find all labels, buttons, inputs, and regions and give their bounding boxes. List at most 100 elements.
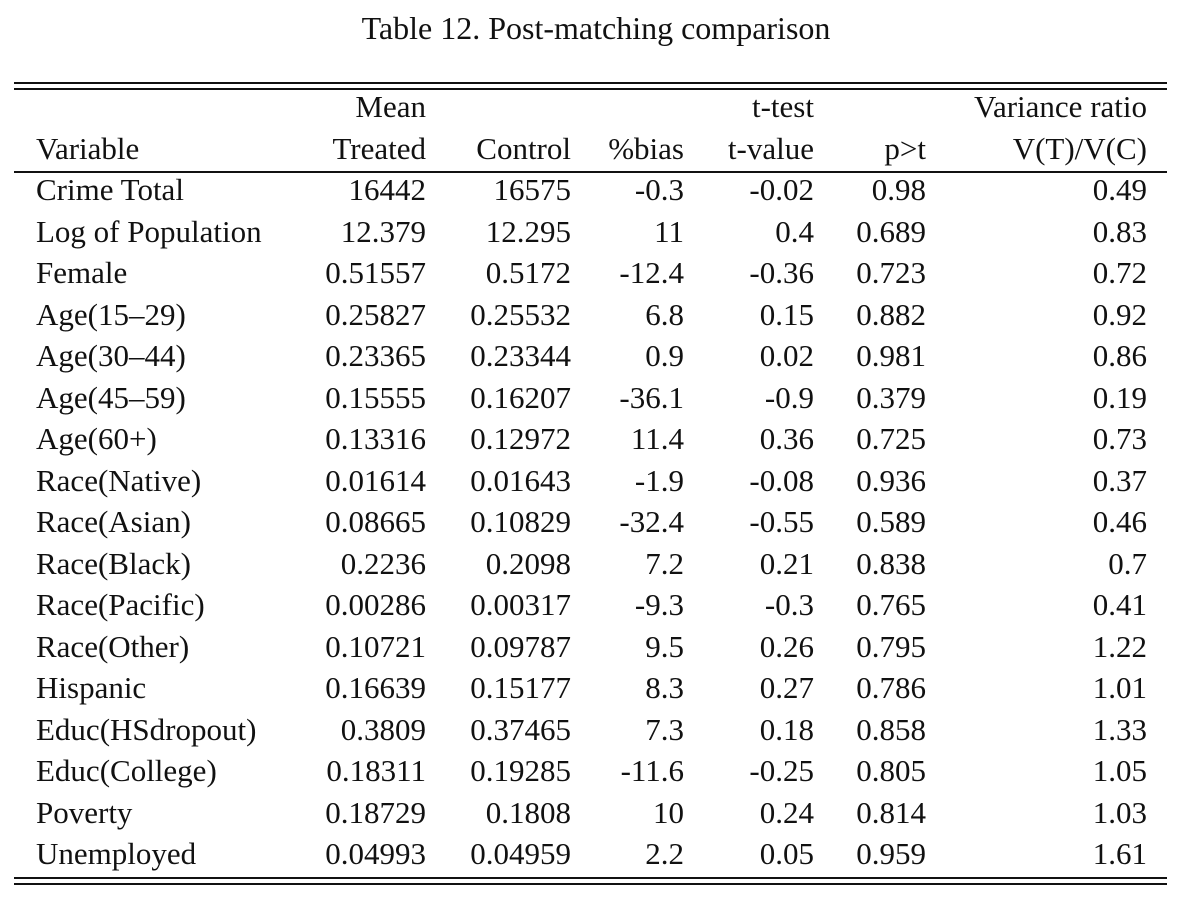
header-variable: Variable	[36, 130, 140, 166]
cell-treated: 0.16639	[325, 670, 426, 705]
cell-treated: 0.18311	[326, 753, 426, 788]
table-row: Educ(HSdropout) 0.3809 0.37465 7.3 0.18 0.858…	[14, 709, 1167, 751]
table-row: Age(60+) 0.13316 0.12972 11.4 0.36 0.725 0.73	[14, 418, 1167, 460]
cell-t-value: 0.21	[759, 545, 814, 581]
cell-treated: 0.10721	[325, 628, 426, 664]
cell-p-value: 0.589	[856, 504, 926, 539]
header-bias: %bias	[608, 130, 684, 166]
comparison-table: Mean t-test Variance ratio Variable Trea…	[14, 86, 1167, 875]
cell-control: 0.16207	[470, 379, 571, 415]
cell-control: 0.01643	[470, 462, 571, 498]
cell-t-value: 0.05	[759, 836, 814, 871]
cell-variance-ratio: 0.46	[1092, 504, 1147, 539]
cell-bias: 0.9	[645, 338, 684, 373]
cell-variance-ratio: 1.05	[1092, 753, 1147, 788]
cell-p-value: 0.858	[856, 711, 926, 747]
cell-bias: 8.3	[645, 670, 684, 705]
cell-treated: 0.01614	[325, 462, 426, 498]
table-row: Age(30–44) 0.23365 0.23344 0.9 0.02 0.981 0.86	[14, 335, 1167, 377]
cell-p-value: 0.379	[856, 379, 926, 415]
cell-treated: 0.13316	[325, 421, 426, 456]
cell-bias: 6.8	[645, 296, 684, 332]
table-row: Educ(College) 0.18311 0.19285 -11.6 -0.25 0.8…	[14, 750, 1167, 792]
cell-bias: -32.4	[619, 504, 684, 539]
cell-p-value: 0.814	[856, 794, 926, 830]
cell-variance-ratio: 1.22	[1092, 628, 1147, 664]
bottom-rule-inner	[14, 877, 1167, 879]
table-row: Crime Total 16442 16575 -0.3 -0.02 0.98 0.49	[14, 169, 1167, 211]
cell-control: 0.04959	[470, 836, 571, 871]
cell-treated: 0.18729	[325, 794, 426, 830]
cell-t-value: 0.15	[759, 296, 814, 332]
header-blank	[14, 86, 314, 128]
cell-variable: Age(30–44)	[36, 338, 186, 373]
cell-variable: Educ(HSdropout)	[36, 711, 257, 747]
cell-treated: 16442	[348, 172, 427, 207]
cell-variable: Race(Native)	[36, 462, 202, 498]
cell-treated: 0.51557	[325, 255, 426, 290]
table-row: Race(Black) 0.2236 0.2098 7.2 0.21 0.838 0.7	[14, 543, 1167, 585]
header-group-mean: Mean	[355, 89, 426, 124]
cell-control: 0.00317	[470, 587, 571, 622]
cell-variable: Female	[36, 255, 128, 290]
cell-control: 0.09787	[470, 628, 571, 664]
cell-t-value: -0.55	[749, 504, 814, 539]
table-row: Race(Native) 0.01614 0.01643 -1.9 -0.08 0.936…	[14, 460, 1167, 502]
header-blank	[426, 86, 571, 128]
header-group-row: Mean t-test Variance ratio	[14, 86, 1167, 128]
cell-bias: -1.9	[634, 462, 684, 498]
table-row: Hispanic 0.16639 0.15177 8.3 0.27 0.786 1.01	[14, 667, 1167, 709]
cell-treated: 0.04993	[325, 836, 426, 871]
cell-variable: Poverty	[36, 794, 133, 830]
table-row: Female 0.51557 0.5172 -12.4 -0.36 0.723 0.72	[14, 252, 1167, 294]
cell-p-value: 0.805	[856, 753, 926, 788]
table-row: Log of Population 12.379 12.295 11 0.4 0.689 0…	[14, 211, 1167, 253]
cell-bias: 10	[653, 794, 684, 830]
cell-bias: 7.3	[645, 711, 684, 747]
cell-treated: 0.08665	[325, 504, 426, 539]
cell-control: 0.5172	[485, 255, 571, 290]
cell-variable: Race(Other)	[36, 628, 190, 664]
top-rule-outer	[14, 82, 1167, 84]
cell-p-value: 0.98	[871, 172, 926, 207]
table-row: Poverty 0.18729 0.1808 10 0.24 0.814 1.03	[14, 792, 1167, 834]
cell-p-value: 0.725	[856, 421, 926, 456]
table-body: Crime Total 16442 16575 -0.3 -0.02 0.98 0.49 Lo…	[14, 169, 1167, 875]
cell-bias: 9.5	[645, 628, 684, 664]
cell-p-value: 0.795	[856, 628, 926, 664]
cell-variance-ratio: 1.01	[1092, 670, 1147, 705]
cell-treated: 0.2236	[340, 545, 426, 581]
cell-variance-ratio: 0.19	[1092, 379, 1147, 415]
cell-bias: -11.6	[620, 753, 684, 788]
cell-p-value: 0.959	[856, 836, 926, 871]
header-rule	[14, 171, 1167, 173]
cell-control: 12.295	[485, 213, 571, 249]
cell-treated: 12.379	[340, 213, 426, 249]
cell-variance-ratio: 1.33	[1092, 711, 1147, 747]
cell-bias: 11.4	[630, 421, 684, 456]
cell-variance-ratio: 0.49	[1092, 172, 1147, 207]
cell-control: 0.15177	[470, 670, 571, 705]
cell-bias: 2.2	[645, 836, 684, 871]
cell-control: 0.19285	[470, 753, 571, 788]
cell-variable: Race(Asian)	[36, 504, 191, 539]
header-variance-ratio: V(T)/V(C)	[1012, 130, 1147, 166]
cell-treated: 0.00286	[325, 587, 426, 622]
cell-t-value: 0.26	[759, 628, 814, 664]
cell-t-value: -0.3	[764, 587, 814, 622]
cell-variable: Log of Population	[36, 213, 262, 249]
cell-t-value: 0.24	[759, 794, 814, 830]
cell-p-value: 0.689	[856, 213, 926, 249]
cell-control: 0.1808	[485, 794, 571, 830]
cell-variable: Hispanic	[36, 670, 147, 705]
cell-variable: Race(Black)	[36, 545, 191, 581]
cell-variable: Age(60+)	[36, 421, 157, 456]
header-treated: Treated	[332, 130, 426, 166]
header-p-value: p>t	[884, 130, 926, 166]
cell-t-value: -0.9	[764, 379, 814, 415]
cell-treated: 0.3809	[340, 711, 426, 747]
cell-control: 0.25532	[470, 296, 571, 332]
cell-variance-ratio: 0.86	[1092, 338, 1147, 373]
cell-t-value: -0.25	[749, 753, 814, 788]
cell-variance-ratio: 1.61	[1092, 836, 1147, 871]
